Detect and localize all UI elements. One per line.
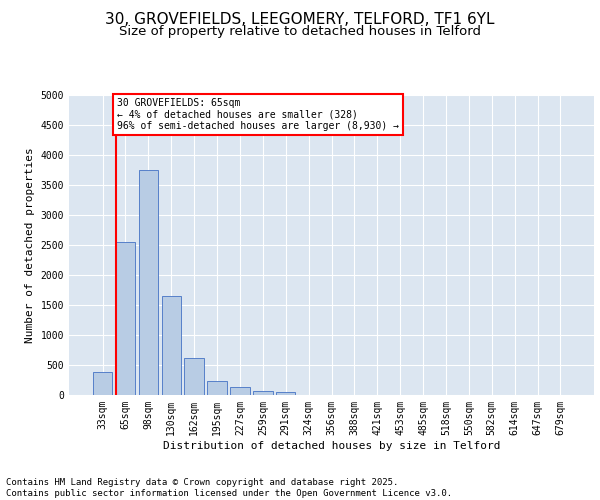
Bar [276, 392, 295, 395]
Text: Size of property relative to detached houses in Telford: Size of property relative to detached ho… [119, 25, 481, 38]
Bar [253, 392, 272, 395]
Bar [184, 358, 204, 395]
Bar [93, 372, 112, 395]
Bar [230, 387, 250, 395]
Text: Contains HM Land Registry data © Crown copyright and database right 2025.
Contai: Contains HM Land Registry data © Crown c… [6, 478, 452, 498]
Y-axis label: Number of detached properties: Number of detached properties [25, 147, 35, 343]
Text: 30, GROVEFIELDS, LEEGOMERY, TELFORD, TF1 6YL: 30, GROVEFIELDS, LEEGOMERY, TELFORD, TF1… [105, 12, 495, 28]
Bar [139, 170, 158, 395]
Bar [161, 296, 181, 395]
X-axis label: Distribution of detached houses by size in Telford: Distribution of detached houses by size … [163, 440, 500, 450]
Bar [116, 242, 135, 395]
Text: 30 GROVEFIELDS: 65sqm
← 4% of detached houses are smaller (328)
96% of semi-deta: 30 GROVEFIELDS: 65sqm ← 4% of detached h… [117, 98, 399, 131]
Bar [208, 380, 227, 395]
